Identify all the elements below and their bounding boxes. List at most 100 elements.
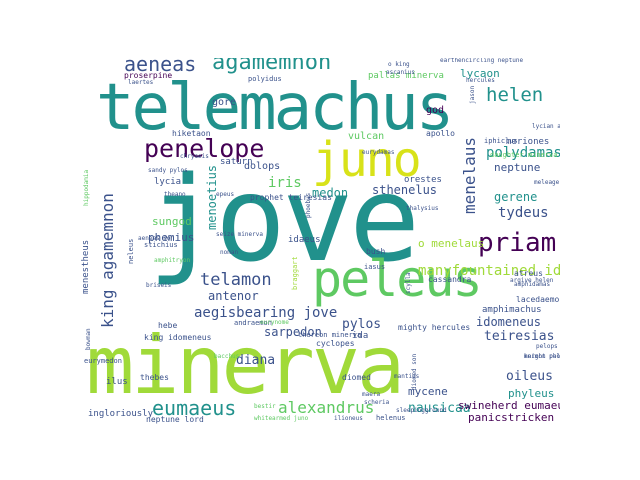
word-ida: ida: [352, 331, 369, 341]
word-minerva: minerva: [86, 319, 405, 412]
word-peleus: peleus: [312, 250, 483, 308]
word-gerene: gerene: [494, 190, 538, 204]
word-iasus: iasus: [364, 263, 386, 271]
word-orestes: orestes: [404, 175, 442, 185]
word-manyfountained-ida: manyfountained ida: [418, 263, 560, 279]
word-lycia: lycia: [154, 177, 182, 187]
word-telemachus: telemachus: [96, 71, 454, 145]
word-gore: gore: [212, 97, 237, 108]
word-hebe: hebe: [158, 321, 178, 330]
word-bacchus: bacchus: [214, 353, 240, 360]
word-prophet-teiresias: prophet teiresias: [250, 193, 332, 202]
word-meleager: meleager: [534, 179, 560, 186]
word-thebes: thebes: [140, 373, 169, 382]
word-knight-peleus: knight peleus: [524, 353, 560, 360]
word-menestheus: menestheus: [81, 239, 91, 294]
word-neptune: neptune: [494, 161, 541, 174]
word-teiresias: teiresias: [484, 329, 555, 344]
word-vulcan: vulcan: [348, 131, 385, 142]
word-diomed: diomed: [342, 373, 371, 382]
word-eurynome: eurynome: [260, 319, 289, 326]
word-eurymedon: eurymedon: [84, 357, 122, 365]
word-maera: maera: [362, 391, 381, 398]
word-antenor: antenor: [208, 289, 259, 303]
word-hercules: hercules: [466, 77, 495, 84]
word-idaeus: idaeus: [288, 235, 321, 245]
word-king-agamemnon: king agamemnon: [98, 193, 117, 328]
word-cyclopes: cyclopes: [316, 339, 355, 348]
word-phyleus: phyleus: [508, 387, 555, 400]
word-bowman: bowman: [85, 328, 92, 350]
word-pylos: pylos: [342, 317, 382, 332]
word-o-king: o king: [388, 61, 410, 68]
word-stichius: stichius: [144, 241, 178, 249]
word-medon: medon: [312, 186, 349, 200]
word-apollo: apollo: [426, 129, 455, 138]
word-proserpine: proserpine: [124, 71, 173, 80]
word-neptune-lord: neptune lord: [146, 415, 204, 424]
word-hiketaon: hiketaon: [172, 129, 211, 138]
word-aegisbearing-jove: aegisbearing jove: [194, 305, 338, 321]
word-king-idomeneus: king idomeneus: [144, 333, 212, 342]
word-scylla: scylla: [405, 272, 412, 294]
word-nausicaa: nausicaa: [408, 401, 471, 416]
word-briseis: briseis: [146, 282, 172, 289]
word-sarpedon: sarpedon: [264, 325, 322, 339]
word-jove: jove: [148, 150, 420, 288]
word-lycian-apollo: lycian apollo: [532, 123, 560, 130]
word-cloud: jove minerva telemachus peleus juno pene…: [80, 58, 560, 424]
word-pallas-minerva: pallas minerva: [368, 71, 444, 81]
word-thereon-minerva: thereon minerva: [298, 331, 362, 339]
word-scheria: scheria: [364, 399, 390, 406]
word-sungod: sungod: [152, 215, 192, 228]
word-ingloriously: ingloriously: [88, 409, 154, 419]
word-iris: iris: [268, 175, 302, 191]
word-daughter-minerva: daughter minerva: [490, 151, 558, 159]
word-chryseis: chryseis: [180, 153, 209, 160]
word-hippodamia: hippodamia: [83, 169, 90, 206]
word-idomeneus: idomeneus: [476, 315, 542, 329]
word-helenus: helenus: [376, 414, 406, 422]
word-mycene: mycene: [408, 385, 448, 398]
word-sleepingground: sleepingground: [396, 407, 447, 414]
word-sthenelus: sthenelus: [372, 183, 438, 197]
word-ilioneus: ilioneus: [334, 415, 363, 422]
word-laertes: laertes: [128, 79, 154, 86]
word-atreus: atreus: [514, 269, 543, 278]
word-oileus: oileus: [506, 369, 553, 384]
word-mermon-phorcys: mermon phorcys: [524, 353, 560, 360]
word-diana: diana: [236, 353, 276, 368]
word-swineherd-eumaeus: swineherd eumaeus: [458, 399, 560, 412]
word-panicstricken: panicstricken: [468, 411, 555, 424]
word-jason: jason: [469, 85, 476, 104]
word-cassandra: cassandra: [428, 275, 472, 284]
word-lacedaemon: lacedaemon: [516, 295, 560, 304]
word-eurydamas: eurydamas: [362, 149, 395, 156]
word-earthencircling-neptune: earthencircling neptune: [440, 58, 524, 64]
word-whitearmed-juno: whitearmed juno: [254, 415, 309, 422]
word-menelaus: menelaus: [460, 136, 479, 214]
word-epeus: epeus: [216, 191, 235, 198]
word-phoebus: phoebus: [305, 192, 312, 218]
word-amphidamas: amphidamas: [514, 281, 551, 288]
word-telamon: telamon: [200, 270, 272, 290]
word-braggart: braggart: [291, 256, 299, 290]
word-amphimachus: amphimachus: [482, 305, 542, 315]
word-phemius: phemius: [148, 231, 195, 244]
word-theano: theano: [164, 191, 186, 198]
word-alexandrus: alexandrus: [278, 398, 375, 417]
word-juno: juno: [312, 132, 422, 188]
word-ilus: ilus: [106, 377, 128, 387]
word-bestir: bestir: [254, 403, 276, 410]
word-priam: priam: [478, 228, 557, 258]
word-saturn: saturn: [220, 157, 253, 167]
word-noman: noman: [220, 249, 239, 256]
word-pelops: pelops: [536, 343, 558, 350]
word-lycaon: lycaon: [460, 67, 500, 80]
word-thalysius: thalysius: [406, 205, 439, 212]
word-ascanius: ascanius: [386, 69, 415, 76]
word-sandy-pylos: sandy pylos: [148, 167, 188, 174]
word-helen: helen: [486, 84, 544, 106]
word-tydeus: tydeus: [498, 205, 549, 221]
word-god: god: [426, 105, 445, 116]
